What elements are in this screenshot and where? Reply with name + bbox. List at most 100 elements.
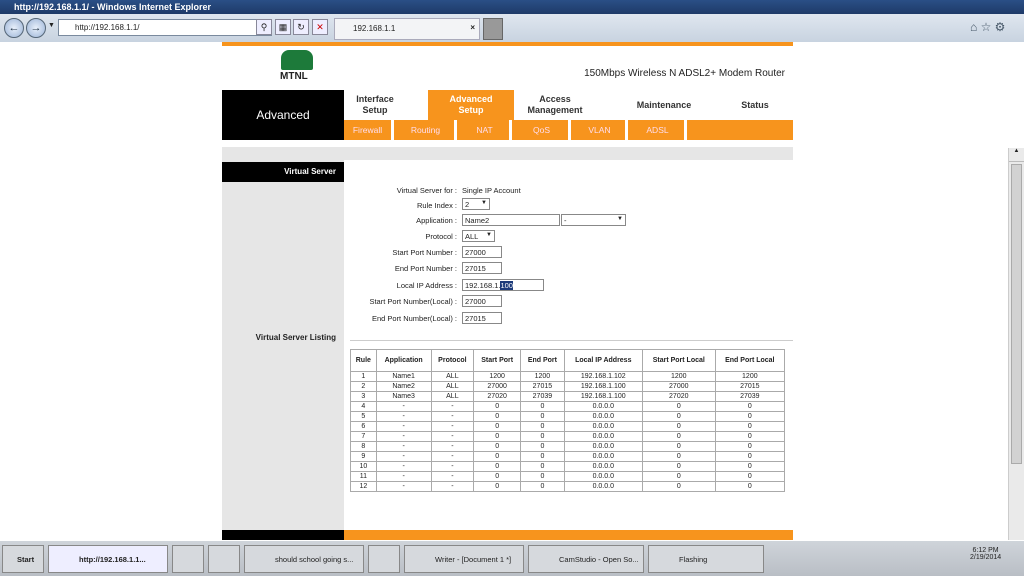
- forward-button[interactable]: →: [26, 18, 46, 38]
- history-dropdown-icon[interactable]: ▼: [48, 22, 55, 29]
- local-ip-input[interactable]: 192.168.1.100: [462, 279, 544, 291]
- table-row: 12- -0 0 0.0.0.0 0 0: [350, 481, 786, 492]
- table-cell: -: [375, 421, 432, 432]
- table-cell: 12: [350, 481, 377, 492]
- search-icon[interactable]: ⚲: [256, 19, 272, 35]
- for-value: Single IP Account: [462, 186, 521, 195]
- back-button[interactable]: ←: [4, 18, 24, 38]
- taskbar-item-writer[interactable]: Writer - [Document 1 *]: [404, 545, 524, 573]
- table-cell: 192.168.1.100: [563, 381, 643, 392]
- subtab-adsl[interactable]: ADSL: [631, 120, 687, 140]
- table-cell: 27020: [473, 391, 522, 402]
- table-cell: 0: [714, 441, 786, 452]
- table-row: 6- -0 0 0.0.0.0 0 0: [350, 421, 786, 432]
- table-cell: 0: [641, 421, 716, 432]
- table-cell: 0: [714, 401, 786, 412]
- taskbar-item-firefox[interactable]: should school going s...: [244, 545, 364, 573]
- subtab-qos[interactable]: QoS: [515, 120, 571, 140]
- column-header: Start Port Local: [641, 349, 716, 372]
- start-button[interactable]: Start: [2, 545, 44, 573]
- taskbar-item-ie[interactable]: http://192.168.1.1...: [48, 545, 168, 573]
- table-cell: 0: [473, 431, 522, 442]
- table-cell: 3: [350, 391, 377, 402]
- start-local-input[interactable]: 27000: [462, 295, 502, 307]
- table-cell: 0: [714, 471, 786, 482]
- table-row: 10- -0 0 0.0.0.0 0 0: [350, 461, 786, 472]
- table-cell: -: [375, 401, 432, 412]
- table-cell: -: [430, 451, 475, 462]
- table-cell: 0: [641, 481, 716, 492]
- protocol-label: Protocol :: [425, 232, 457, 241]
- subtab-routing[interactable]: Routing: [397, 120, 457, 140]
- rule-index-select[interactable]: 2 ▼: [462, 198, 490, 210]
- clock[interactable]: 6:12 PM 2/19/2014: [970, 547, 1002, 561]
- tab-maintenance[interactable]: Maintenance: [636, 100, 692, 110]
- application-select[interactable]: - ▼: [561, 214, 626, 226]
- tab-access-management[interactable]: Access Management: [527, 94, 583, 115]
- browser-tab[interactable]: 192.168.1.1 ×: [334, 18, 480, 40]
- table-cell: 2: [350, 381, 377, 392]
- local-ip-label: Local IP Address :: [396, 281, 457, 290]
- table-cell: 0: [473, 411, 522, 422]
- compat-view-icon[interactable]: ▦: [275, 19, 291, 35]
- address-bar[interactable]: http://192.168.1.1/: [58, 19, 272, 36]
- product-name: 150Mbps Wireless N ADSL2+ Modem Router: [584, 68, 785, 79]
- table-cell: 0.0.0.0: [563, 461, 643, 472]
- scrollbar[interactable]: ▲: [1008, 148, 1024, 540]
- column-header: End Port Local: [714, 349, 786, 372]
- application-input[interactable]: Name2: [462, 214, 560, 226]
- table-cell: -: [430, 481, 475, 492]
- tab-advanced-setup[interactable]: Advanced Setup: [428, 90, 514, 120]
- refresh-icon[interactable]: ↻: [293, 19, 309, 35]
- table-cell: 27020: [641, 391, 716, 402]
- home-icon[interactable]: ⌂ ☆ ⚙: [970, 20, 1006, 34]
- table-cell: 4: [350, 401, 377, 412]
- end-local-input[interactable]: 27015: [462, 312, 502, 324]
- column-header: Rule: [350, 349, 377, 372]
- table-cell: 0: [520, 441, 565, 452]
- taskbar-item-chrome[interactable]: [368, 545, 400, 573]
- table-cell: 0: [520, 401, 565, 412]
- table-cell: Name2: [375, 381, 432, 392]
- table-cell: 27000: [473, 381, 522, 392]
- protocol-select[interactable]: ALL ▼: [462, 230, 495, 242]
- table-cell: 5: [350, 411, 377, 422]
- table-cell: 0: [520, 431, 565, 442]
- table-cell: 0: [714, 461, 786, 472]
- table-cell: 0: [714, 481, 786, 492]
- table-cell: 27039: [714, 391, 786, 402]
- tab-interface-setup[interactable]: Interface Setup: [356, 94, 394, 115]
- sidebar: [222, 160, 344, 530]
- stop-icon[interactable]: ✕: [312, 19, 328, 35]
- end-port-input[interactable]: 27015: [462, 262, 502, 274]
- window-title: http://192.168.1.1/ - Windows Internet E…: [0, 0, 1024, 14]
- table-cell: 0: [473, 451, 522, 462]
- taskbar-item-explorer[interactable]: [172, 545, 204, 573]
- table-cell: Name3: [375, 391, 432, 402]
- table-cell: 0: [473, 481, 522, 492]
- table-row: 11- -0 0 0.0.0.0 0 0: [350, 471, 786, 482]
- virtual-server-table: Rule Application Protocol Start Port End Por…: [350, 349, 786, 492]
- taskbar-item-flashing[interactable]: Flashing: [648, 545, 764, 573]
- subtab-vlan[interactable]: VLAN: [574, 120, 628, 140]
- table-cell: 27015: [714, 381, 786, 392]
- table-cell: 0: [641, 441, 716, 452]
- subtab-firewall[interactable]: Firewall: [344, 120, 394, 140]
- close-tab-icon[interactable]: ×: [470, 23, 475, 32]
- table-cell: -: [375, 431, 432, 442]
- start-port-input[interactable]: 27000: [462, 246, 502, 258]
- end-port-label: End Port Number :: [394, 264, 457, 273]
- tab-status[interactable]: Status: [741, 100, 769, 110]
- table-cell: 0: [520, 421, 565, 432]
- table-cell: 0.0.0.0: [563, 481, 643, 492]
- new-tab-button[interactable]: [483, 18, 503, 40]
- table-cell: 0: [714, 451, 786, 462]
- table-cell: -: [430, 471, 475, 482]
- subtab-nat[interactable]: NAT: [460, 120, 512, 140]
- virtual-server-heading: Virtual Server: [222, 162, 344, 182]
- listing-heading: Virtual Server Listing: [255, 333, 336, 342]
- taskbar-item-media[interactable]: [208, 545, 240, 573]
- table-cell: 27015: [520, 381, 565, 392]
- table-cell: 0: [520, 471, 565, 482]
- taskbar-item-camstudio[interactable]: CamStudio - Open So...: [528, 545, 644, 573]
